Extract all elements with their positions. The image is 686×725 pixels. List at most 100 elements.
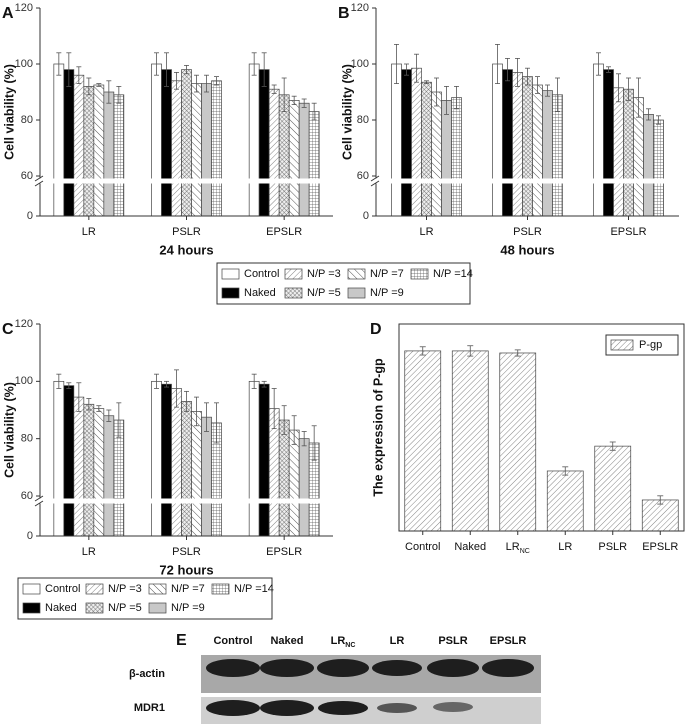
break-mark	[34, 495, 44, 502]
error-bar	[535, 76, 540, 94]
bar	[93, 84, 105, 217]
error-bar	[204, 74, 209, 93]
lane-label: Naked	[270, 635, 303, 647]
bar	[73, 74, 85, 217]
bar	[546, 470, 584, 532]
y-tick-label: 120	[15, 2, 33, 14]
error-bar	[467, 345, 474, 357]
error-bar	[184, 65, 189, 75]
chart-title: 48 hours	[500, 242, 554, 257]
bar	[268, 88, 280, 217]
bar	[248, 63, 260, 217]
error-bar	[454, 86, 459, 110]
plot-frame	[398, 323, 685, 532]
error-bar	[281, 77, 287, 112]
bar	[411, 67, 422, 217]
y-tick-label: 120	[351, 2, 369, 14]
row-label: β-actin	[129, 668, 165, 680]
bar	[53, 63, 65, 217]
bar	[258, 383, 270, 537]
y-axis-label: The expression of P-gp	[371, 358, 385, 497]
x-tick-label-main: LR	[506, 541, 520, 553]
error-bar	[56, 373, 62, 389]
legend-swatch	[610, 339, 634, 351]
error-bar	[311, 102, 317, 121]
bar	[258, 69, 270, 217]
error-bar	[174, 369, 179, 408]
bar	[278, 94, 290, 217]
legend-label: Naked	[244, 287, 276, 299]
bar	[83, 86, 95, 217]
bar	[643, 114, 654, 217]
legend-swatch	[148, 602, 167, 614]
legend-label: N/P =7	[370, 268, 404, 280]
y-tick-label: 100	[15, 58, 33, 70]
lane-label-main: LR	[331, 635, 346, 647]
y-tick-label: 80	[21, 114, 33, 126]
panel-label: C	[2, 321, 14, 338]
error-bar	[311, 425, 317, 461]
legend-swatch	[221, 287, 240, 299]
panel-label: D	[370, 321, 382, 338]
x-tick-label: Control	[405, 541, 440, 553]
error-bar	[419, 346, 426, 356]
break-mark	[34, 175, 44, 182]
x-tick-label: LR	[82, 226, 96, 238]
bar	[181, 401, 192, 537]
bar	[623, 88, 634, 217]
x-tick-label: LR	[558, 541, 572, 553]
error-bar	[214, 76, 219, 86]
bar	[63, 385, 75, 537]
error-bar	[414, 53, 419, 83]
y-tick-label: 120	[15, 318, 33, 330]
bar	[298, 438, 310, 537]
x-tick-label-sub: NC	[520, 548, 530, 555]
error-bar	[96, 83, 102, 87]
y-tick-label: 0	[27, 530, 33, 542]
error-bar	[609, 441, 616, 451]
bar	[83, 403, 95, 537]
error-bar	[76, 66, 82, 84]
error-bar	[495, 44, 500, 84]
bar	[113, 94, 125, 217]
row-label: MDR1	[134, 702, 165, 714]
error-bar	[626, 77, 631, 101]
error-bar	[116, 86, 122, 104]
legend-box	[17, 577, 273, 620]
error-bar	[291, 95, 297, 105]
legend-label: N/P =3	[108, 583, 142, 595]
panel-label: B	[338, 5, 350, 22]
error-bar	[301, 431, 307, 447]
legend-label: N/P =14	[234, 583, 274, 595]
y-axis-label: Cell viability (%)	[340, 64, 354, 160]
x-tick-label: Naked	[454, 541, 486, 553]
bar	[532, 84, 543, 217]
bar	[653, 119, 664, 217]
legend-swatch	[211, 583, 230, 595]
axis-break	[370, 178, 679, 184]
error-bar	[116, 402, 122, 438]
legend-label: N/P =9	[370, 287, 404, 299]
y-tick-label: 80	[357, 114, 369, 126]
break-mark	[370, 180, 380, 187]
error-bar	[96, 405, 102, 412]
bar	[603, 69, 614, 217]
legend-swatch	[284, 287, 303, 299]
error-bar	[194, 396, 199, 427]
legend-label: N/P =14	[433, 268, 473, 280]
error-bar	[505, 58, 510, 82]
bar	[288, 100, 300, 217]
error-bar	[174, 72, 179, 90]
x-tick-label: PSLR	[172, 546, 201, 558]
error-bar	[514, 349, 521, 357]
error-bar	[204, 402, 209, 432]
bar	[248, 380, 260, 537]
bar	[103, 415, 115, 537]
bar	[63, 69, 75, 217]
error-bar	[525, 67, 530, 86]
bar	[171, 80, 182, 217]
break-mark	[34, 180, 44, 187]
error-bar	[184, 390, 189, 412]
bar	[641, 499, 679, 532]
